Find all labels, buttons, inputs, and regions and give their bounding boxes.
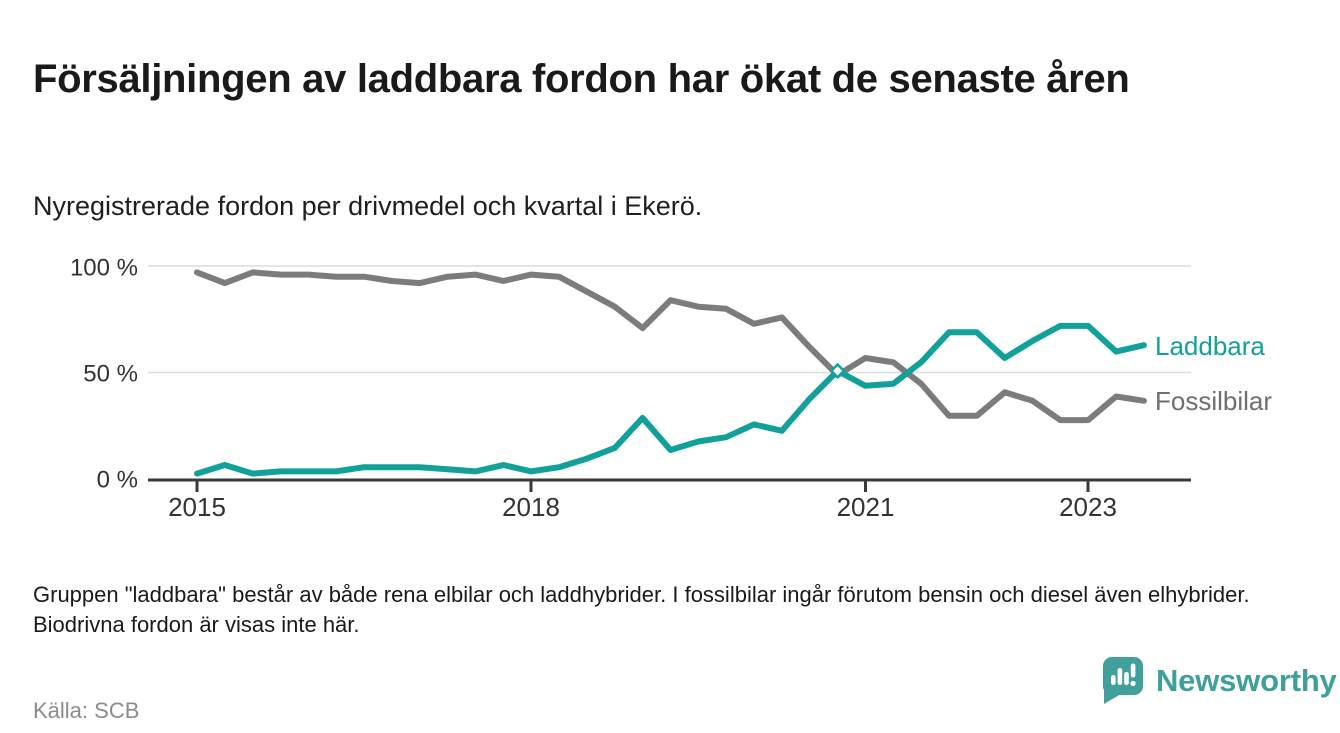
y-tick-label-0: 0 % (97, 467, 138, 494)
x-tick-label-2015: 2015 (168, 492, 226, 522)
newsworthy-wordmark: Newsworthy (1156, 663, 1337, 698)
fossilbilar-line (194, 269, 1147, 424)
y-tick-label-100: 100 % (70, 255, 138, 282)
chart-subtitle: Nyregistrerade fordon per drivmedel och … (33, 191, 703, 221)
x-tick-label-2021: 2021 (837, 492, 895, 522)
laddbara-line (194, 322, 1147, 477)
source-attribution: Källa: SCB (33, 698, 140, 723)
speech-bubble-pin-shape (1103, 657, 1143, 704)
newsworthy-logo-icon (1103, 657, 1143, 704)
x-tick-label-2023: 2023 (1059, 492, 1117, 522)
crossover-marker (829, 362, 846, 380)
series-label-fossilbilar: Fossilbilar (1155, 386, 1272, 416)
y-tick-label-50: 50 % (83, 361, 138, 388)
newsworthy-logo: Newsworthy (1100, 656, 1337, 706)
chart-canvas: 100 % 50 % 0 % 2015 2018 2021 2023 Laddb… (70, 255, 1272, 523)
x-tick-label-2018: 2018 (502, 492, 560, 522)
page-title: Försäljningen av laddbara fordon har öka… (33, 56, 1130, 101)
series-label-laddbara: Laddbara (1155, 331, 1265, 361)
chart-footnote: Gruppen "laddbara" består av både rena e… (33, 582, 1250, 637)
line-chart: 100 % 50 % 0 % 2015 2018 2021 2023 Laddb… (0, 230, 1340, 530)
bar-chart-exclamation-glyph (1111, 663, 1136, 687)
